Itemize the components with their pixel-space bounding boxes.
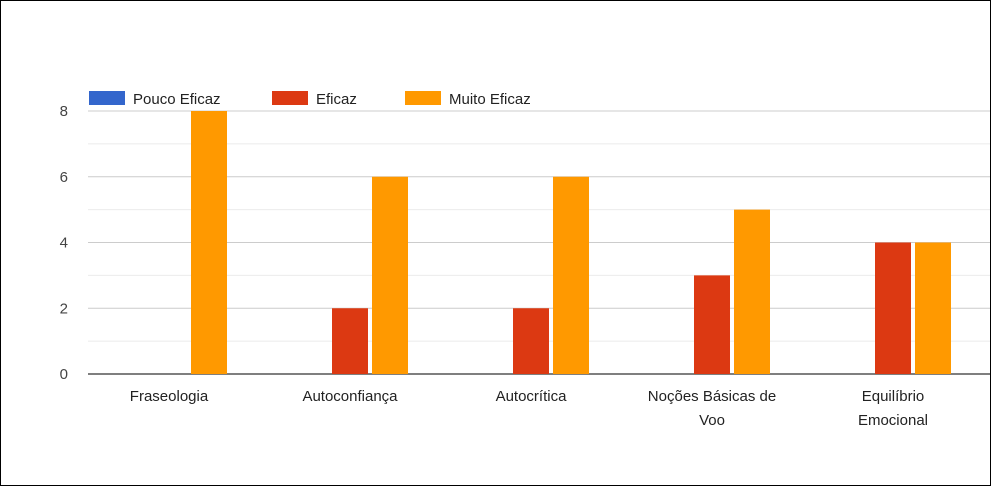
x-tick-label: Fraseologia (130, 388, 209, 405)
x-tick-label: Noções Básicas de (648, 388, 776, 405)
x-tick-label: Voo (699, 412, 725, 429)
bar-muito-eficaz (372, 176, 408, 374)
y-tick-label: 6 (60, 169, 68, 186)
y-tick-label: 8 (60, 103, 68, 120)
bar-eficaz (513, 308, 549, 374)
legend-swatch (405, 91, 441, 105)
bars (191, 111, 951, 374)
bar-muito-eficaz (553, 176, 589, 374)
legend-swatch (272, 91, 308, 105)
x-tick-label: Autocrítica (496, 388, 568, 405)
legend: Pouco Eficaz Eficaz Muito Eficaz (89, 91, 531, 108)
bar-muito-eficaz (915, 242, 951, 374)
gridlines (88, 110, 990, 375)
legend-swatch (89, 91, 125, 105)
bar-muito-eficaz (734, 209, 770, 374)
y-tick-label: 2 (60, 300, 68, 317)
legend-label: Pouco Eficaz (133, 91, 221, 108)
y-axis-ticks: 0 2 4 6 8 (60, 103, 68, 383)
x-tick-label: Equilíbrio (862, 388, 925, 405)
x-tick-label: Emocional (858, 412, 928, 429)
bar-eficaz (332, 308, 368, 374)
bar-eficaz (694, 275, 730, 374)
legend-label: Eficaz (316, 91, 357, 108)
bar-muito-eficaz (191, 111, 227, 374)
x-axis-labels: Fraseologia Autoconfiança Autocrítica Noçõe… (130, 388, 928, 429)
y-tick-label: 4 (60, 235, 68, 252)
legend-label: Muito Eficaz (449, 91, 531, 108)
y-tick-label: 0 (60, 366, 68, 383)
bar-eficaz (875, 242, 911, 374)
x-tick-label: Autoconfiança (302, 388, 398, 405)
